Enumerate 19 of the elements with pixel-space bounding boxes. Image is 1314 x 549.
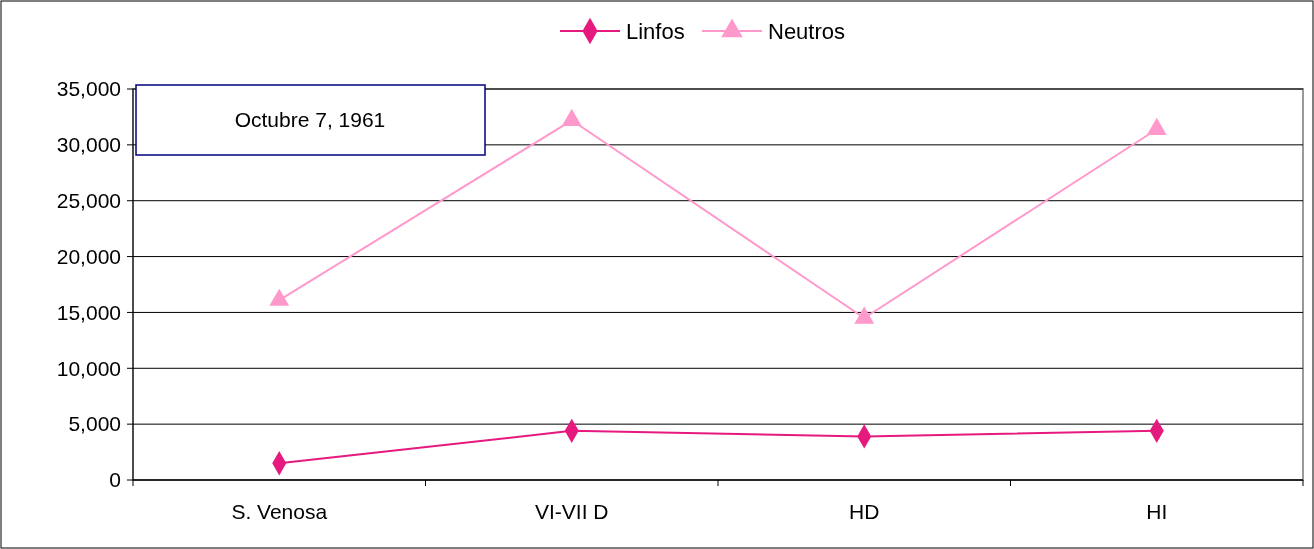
y-tick-label: 0 [109,468,121,492]
y-tick-label: 35,000 [56,77,121,101]
legend-label: Linfos [626,18,685,44]
y-tick-label: 10,000 [56,356,121,380]
annotation: Octubre 7, 1961 [234,108,386,132]
y-tick-label: 20,000 [56,244,121,268]
legend-label: Neutros [768,18,846,44]
point [854,306,875,324]
x-tick-label: HI [1146,500,1168,523]
x-tick-label: S. Venosa [231,500,328,523]
y-tick-label: 5,000 [68,412,121,436]
point [269,288,290,306]
x-tick-label: VI-VII D [534,500,609,523]
y-tick-label: 30,000 [56,133,121,157]
point [561,108,582,126]
point [1146,117,1167,135]
y-tick-label: 25,000 [56,189,121,213]
y-tick-label: 15,000 [56,300,121,324]
x-tick-label: HD [849,500,880,523]
